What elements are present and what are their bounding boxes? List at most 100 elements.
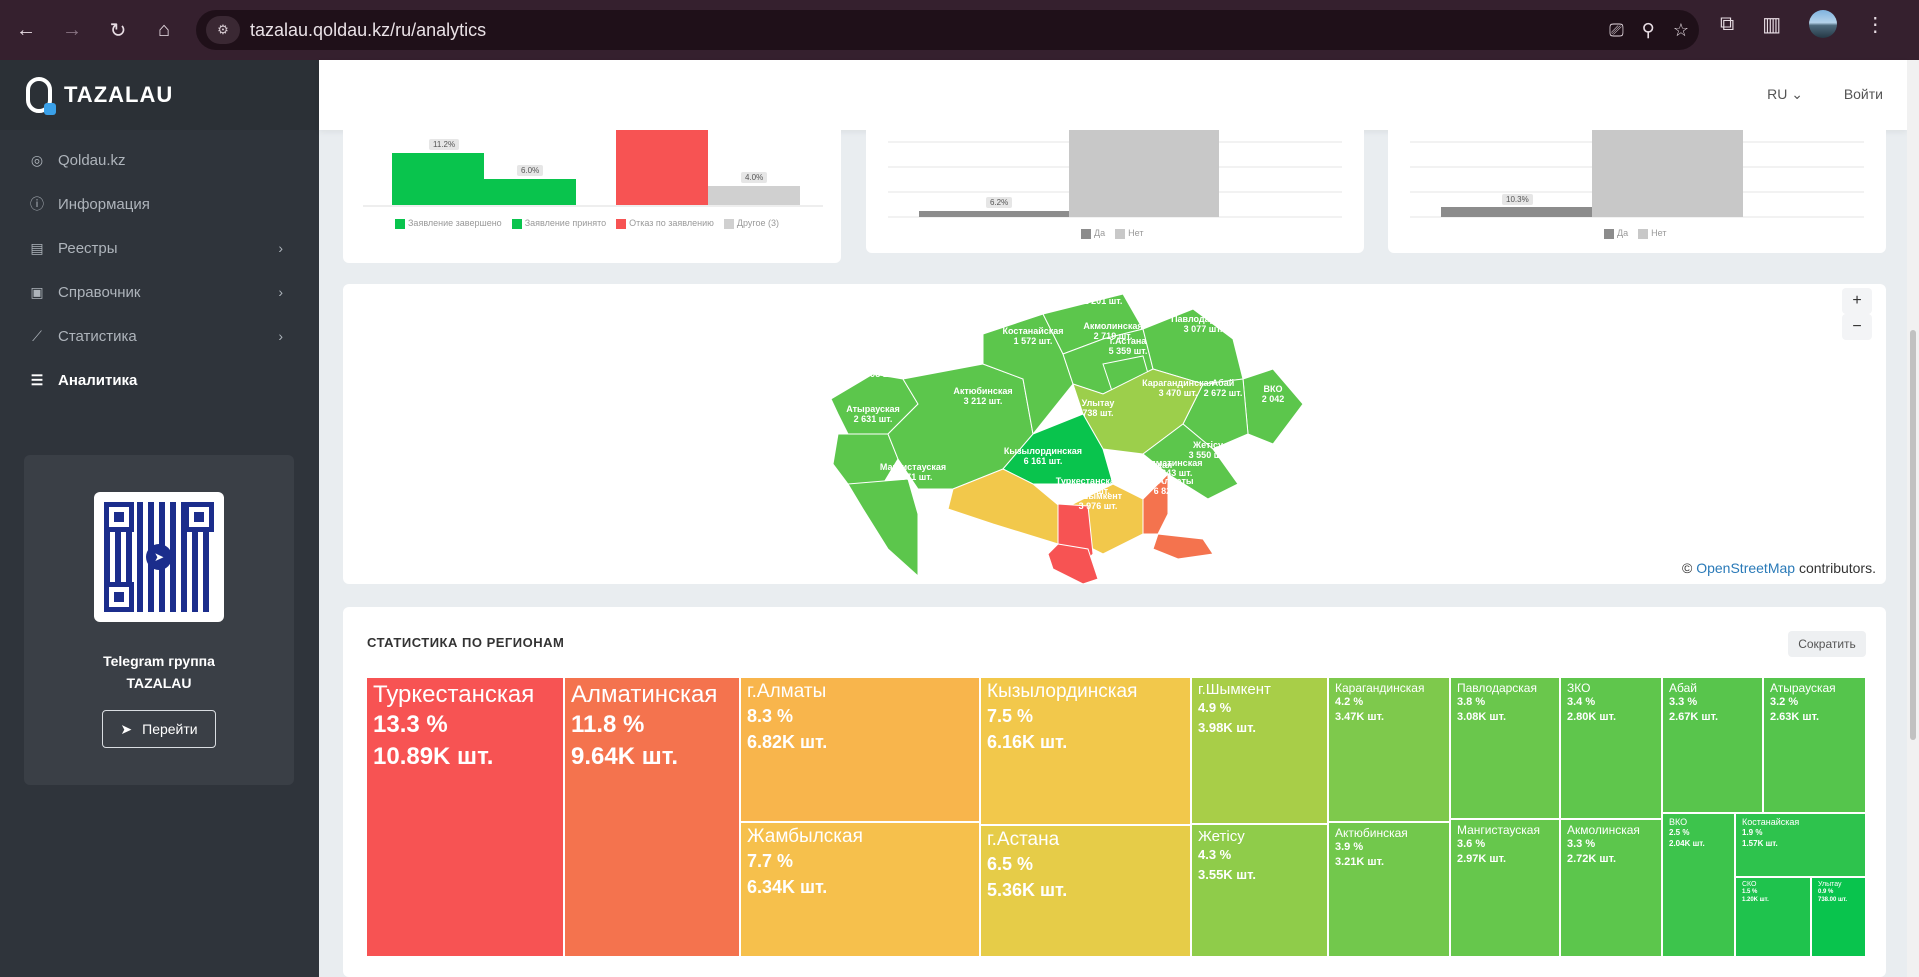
region-zhetisu bbox=[1142, 423, 1239, 500]
region-almaty-oblast bbox=[1142, 472, 1169, 535]
treemap-tile[interactable]: Кызылординская 7.5 % 6.16K шт. bbox=[980, 677, 1191, 825]
treemap-tile[interactable]: Актюбинская 3.9 % 3.21K шт. bbox=[1328, 822, 1450, 957]
bar-label: 10.3% bbox=[1502, 194, 1533, 205]
telegram-go-button[interactable]: ➤ Перейти bbox=[102, 710, 216, 748]
zoom-icon[interactable]: ⚲ bbox=[1641, 19, 1655, 40]
bar-label: 6.2% bbox=[986, 197, 1013, 208]
chart-legend: Да Нет bbox=[1081, 228, 1143, 239]
treemap-tile[interactable]: Абай 3.3 % 2.67K шт. bbox=[1662, 677, 1763, 813]
sidebar-item-registry[interactable]: ▤ Реестры › bbox=[0, 226, 319, 270]
legend-item[interactable]: Отказ по заявлению bbox=[616, 218, 714, 229]
sidebar-item-label: Справочник bbox=[58, 283, 141, 301]
bar-no bbox=[1069, 130, 1219, 217]
region-atyrau bbox=[832, 433, 899, 485]
region-treemap: Туркестанская 13.3 % 10.89K шт. Алматинс… bbox=[366, 677, 1866, 957]
legend-item[interactable]: Да bbox=[1081, 228, 1105, 239]
back-icon[interactable]: ← bbox=[16, 18, 36, 41]
sidebar-item-analytics[interactable]: ☰ Аналитика bbox=[0, 358, 319, 402]
treemap-tile[interactable]: Алматинская 11.8 % 9.64K шт. bbox=[564, 677, 740, 957]
map-attribution: © OpenStreetMap contributors. bbox=[1682, 560, 1876, 576]
treemap-tile[interactable]: ВКО 2.5 % 2.04K шт. bbox=[1662, 813, 1735, 957]
treemap-tile[interactable]: Жамбылская 7.7 % 6.34K шт. bbox=[740, 822, 980, 957]
treemap-tile[interactable]: Улытау 0.9 % 738.00 шт. bbox=[1811, 877, 1866, 957]
yes-no-chart-card-1: 6.2% Да Нет bbox=[866, 130, 1364, 253]
logo[interactable]: TAZALAU bbox=[0, 60, 319, 130]
treemap-tile[interactable]: ЗКО 3.4 % 2.80K шт. bbox=[1560, 677, 1662, 819]
install-icon[interactable]: ⎚ bbox=[1609, 19, 1624, 40]
treemap-tile[interactable]: Павлодарская 3.8 % 3.08K шт. bbox=[1450, 677, 1560, 819]
treemap-tile[interactable]: Акмолинская 3.3 % 2.72K шт. bbox=[1560, 819, 1662, 957]
login-link[interactable]: Войти bbox=[1843, 86, 1883, 102]
region-vko bbox=[1242, 368, 1304, 445]
send-icon: ➤ bbox=[120, 720, 133, 737]
home-icon[interactable]: ⌂ bbox=[157, 18, 171, 41]
sidebar-item-label: Qoldau.kz bbox=[58, 151, 126, 169]
bookmark-star-icon[interactable]: ☆ bbox=[1672, 19, 1689, 40]
legend-item[interactable]: Нет bbox=[1638, 228, 1666, 239]
site-settings-icon[interactable]: ⚙ bbox=[206, 16, 240, 44]
kazakhstan-map[interactable] bbox=[343, 284, 1886, 585]
sidebar-item-label: Статистика bbox=[58, 327, 137, 345]
sidebar-item-label: Реестры bbox=[58, 239, 118, 257]
legend-item[interactable]: Заявление принято bbox=[511, 218, 606, 229]
profile-avatar[interactable] bbox=[1809, 10, 1838, 38]
reload-icon[interactable]: ↻ bbox=[109, 19, 127, 42]
page-scrollbar[interactable] bbox=[1907, 60, 1919, 977]
qr-code: ➤ bbox=[94, 492, 224, 622]
info-icon: ⓘ bbox=[30, 196, 44, 212]
sidebar: TAZALAU ◎ Qoldau.kz ⓘ Информация ▤ Реест… bbox=[0, 60, 319, 977]
side-panel-icon[interactable]: ▥ bbox=[1762, 13, 1782, 36]
treemap-tile[interactable]: г.Шымкент 4.9 % 3.98K шт. bbox=[1191, 677, 1328, 824]
chart-legend: Заявление завершено Заявление принято От… bbox=[395, 218, 779, 229]
legend-item[interactable]: Заявление завершено bbox=[395, 218, 502, 229]
treemap-tile[interactable]: Костанайская 1.9 % 1.57K шт. bbox=[1735, 813, 1866, 877]
address-bar[interactable]: ⚙ tazalau.qoldau.kz/ru/analytics ⎚ ⚲ ☆ bbox=[196, 10, 1699, 50]
scrollbar-thumb[interactable] bbox=[1910, 330, 1916, 740]
treemap-tile[interactable]: Туркестанская 13.3 % 10.89K шт. bbox=[366, 677, 564, 957]
legend-item[interactable]: Да bbox=[1604, 228, 1628, 239]
chevron-right-icon: › bbox=[278, 240, 283, 256]
status-bar-chart bbox=[363, 130, 823, 207]
language-select[interactable]: RU ⌄ bbox=[1767, 86, 1803, 102]
treemap-tile[interactable]: Жетісу 4.3 % 3.55K шт. bbox=[1191, 824, 1328, 957]
treemap-tile[interactable]: г.Астана 6.5 % 5.36K шт. bbox=[980, 825, 1191, 957]
sidebar-item-qoldau[interactable]: ◎ Qoldau.kz bbox=[0, 138, 319, 182]
telegram-icon: ➤ bbox=[146, 544, 172, 570]
sidebar-item-info[interactable]: ⓘ Информация bbox=[0, 182, 319, 226]
treemap-tile[interactable]: г.Алматы 8.3 % 6.82K шт. bbox=[740, 677, 980, 822]
region-stats-card: СТАТИСТИКА ПО РЕГИОНАМ Сократить Туркест… bbox=[343, 607, 1886, 977]
chevron-down-icon: ⌄ bbox=[1791, 86, 1803, 102]
extensions-icon[interactable]: ⧉ bbox=[1720, 12, 1735, 35]
collapse-button[interactable]: Сократить bbox=[1788, 631, 1866, 657]
bar-yes bbox=[1441, 207, 1592, 217]
regions-map-card: СКО 1 201 шт. Костанайская 1 572 шт. Акм… bbox=[343, 284, 1886, 585]
logo-icon bbox=[26, 77, 56, 115]
registry-icon: ▤ bbox=[30, 239, 44, 256]
treemap-tile[interactable]: Мангистауская 3.6 % 2.97K шт. bbox=[1450, 819, 1560, 957]
url-text[interactable]: tazalau.qoldau.kz/ru/analytics bbox=[250, 19, 487, 40]
qoldau-icon: ◎ bbox=[30, 151, 44, 168]
treemap-tile[interactable]: СКО 1.5 % 1.20K шт. bbox=[1735, 877, 1811, 957]
telegram-card: ➤ Telegram группа TAZALAU ➤ Перейти bbox=[24, 455, 294, 785]
sidebar-item-directory[interactable]: ▣ Справочник › bbox=[0, 270, 319, 314]
forward-icon[interactable]: → bbox=[62, 18, 82, 41]
legend-item[interactable]: Нет bbox=[1115, 228, 1143, 239]
bar-label: 11.2% bbox=[429, 139, 460, 150]
treemap-tile[interactable]: Карагандинская 4.2 % 3.47K шт. bbox=[1328, 677, 1450, 822]
openstreetmap-link[interactable]: OpenStreetMap bbox=[1696, 560, 1796, 576]
map-zoom-out-button[interactable]: − bbox=[1842, 314, 1872, 340]
browser-menu-icon[interactable]: ⋮ bbox=[1865, 13, 1886, 36]
sidebar-item-statistics[interactable]: ⟋ Статистика › bbox=[0, 314, 319, 358]
legend-item[interactable]: Другое (3) bbox=[723, 218, 779, 229]
bar-no bbox=[1592, 130, 1743, 217]
section-title: СТАТИСТИКА ПО РЕГИОНАМ bbox=[367, 635, 565, 650]
chart-icon: ⟋ bbox=[32, 327, 42, 344]
treemap-tile[interactable]: Атырауская 3.2 % 2.63K шт. bbox=[1763, 677, 1866, 813]
directory-icon: ▣ bbox=[30, 283, 44, 300]
yes-no-bar-chart bbox=[888, 130, 1342, 218]
map-zoom-in-button[interactable]: + bbox=[1842, 288, 1872, 314]
telegram-title: Telegram группа TAZALAU bbox=[103, 653, 215, 691]
sidebar-menu: ◎ Qoldau.kz ⓘ Информация ▤ Реестры › ▣ С… bbox=[0, 130, 319, 402]
chevron-right-icon: › bbox=[278, 328, 283, 344]
region-almaty-city bbox=[1152, 533, 1214, 560]
